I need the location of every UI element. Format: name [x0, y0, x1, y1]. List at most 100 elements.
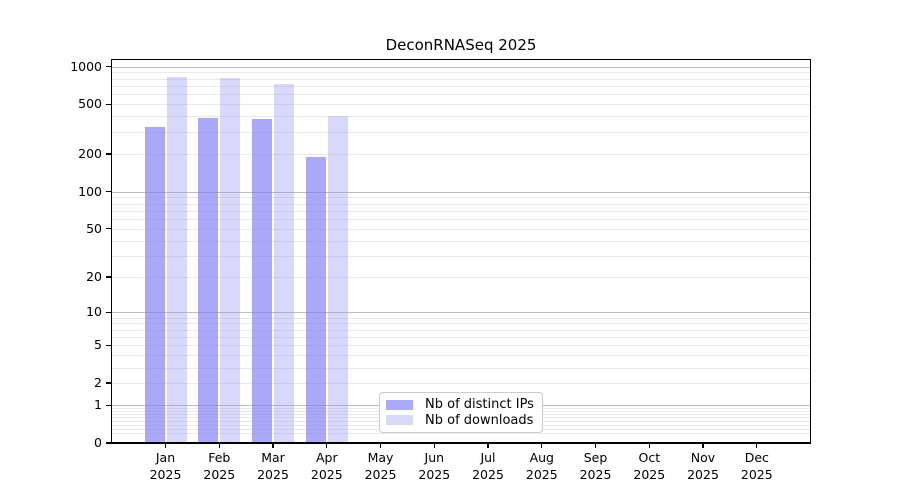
minor-gridline [112, 367, 810, 369]
y-tick-mark [105, 344, 112, 347]
x-tick-label: Jun 2025 [404, 450, 464, 483]
x-tick-year: 2025 [525, 466, 558, 482]
chart-title: DeconRNASeq 2025 [385, 36, 537, 54]
y-tick-label: 50 [86, 220, 102, 236]
bar-downloads [220, 77, 241, 443]
y-tick-label: 10 [86, 304, 102, 320]
x-tick-label: Aug 2025 [512, 450, 572, 483]
x-tick-year: 2025 [687, 466, 719, 482]
x-tick-mark [272, 443, 274, 448]
bar-downloads [166, 77, 187, 443]
x-tick-label: Jan 2025 [136, 450, 196, 483]
y-tick-mark [105, 228, 112, 230]
minor-gridline [112, 228, 810, 230]
major-gridline [112, 66, 810, 68]
minor-gridline [112, 317, 810, 319]
bar-downloads [274, 83, 294, 443]
minor-gridline [112, 154, 810, 155]
x-tick-label: Apr 2025 [297, 450, 357, 483]
x-tick-label: Mar 2025 [243, 450, 303, 483]
x-tick-label: Oct 2025 [619, 450, 679, 483]
minor-gridline [112, 383, 810, 385]
minor-gridline [112, 116, 810, 118]
x-tick-year: 2025 [364, 466, 397, 482]
y-tick-mark [105, 442, 112, 444]
x-tick-year: 2025 [418, 466, 451, 482]
x-tick-mark [433, 443, 435, 448]
major-gridline [112, 191, 810, 193]
x-tick-mark [541, 443, 543, 448]
minor-gridline [112, 240, 810, 242]
x-tick-mark [648, 443, 650, 448]
y-tick-label: 2 [94, 375, 102, 391]
bar-distinct-ips [144, 126, 165, 443]
minor-gridline [112, 345, 810, 347]
minor-gridline [112, 210, 810, 212]
legend-item-distinct-ips: Nb of distinct IPs [386, 397, 536, 412]
y-tick-mark [105, 103, 112, 105]
x-tick-label: Dec 2025 [727, 450, 787, 483]
x-tick-mark [379, 443, 382, 448]
y-tick-label: 500 [78, 96, 102, 112]
x-tick-year: 2025 [203, 466, 236, 482]
y-tick-label: 200 [78, 146, 102, 161]
x-tick-label: Feb 2025 [189, 450, 249, 483]
minor-gridline [112, 203, 810, 205]
legend-swatch-distinct-ips-icon [386, 399, 413, 410]
x-tick-mark [164, 443, 167, 448]
x-tick-year: 2025 [472, 466, 504, 482]
bar-downloads [327, 116, 348, 443]
minor-gridline [112, 78, 810, 80]
plot-area [112, 60, 810, 443]
y-tick-label: 1 [94, 397, 102, 413]
x-tick-label: Sep 2025 [566, 450, 626, 483]
x-tick-year: 2025 [740, 466, 773, 482]
legend: Nb of distinct IPs Nb of downloads [379, 392, 543, 433]
y-tick-mark [105, 382, 112, 384]
x-tick-mark [756, 443, 758, 448]
y-tick-label: 20 [86, 269, 102, 285]
minor-gridline [112, 104, 810, 106]
x-tick-mark [594, 443, 597, 448]
bar-distinct-ips [252, 119, 272, 443]
minor-gridline [112, 337, 810, 338]
legend-swatch-downloads-icon [386, 415, 413, 426]
y-tick-mark [105, 311, 112, 313]
x-tick-mark [487, 443, 489, 448]
legend-label-distinct-ips: Nb of distinct IPs [425, 397, 534, 413]
x-tick-year: 2025 [310, 466, 343, 482]
minor-gridline [112, 72, 810, 74]
y-tick-mark [105, 404, 112, 406]
x-tick-label: Nov 2025 [673, 450, 733, 483]
x-tick-label: Jul 2025 [458, 450, 518, 483]
minor-gridline [112, 355, 810, 357]
minor-gridline [112, 329, 810, 331]
y-tick-mark [105, 276, 112, 278]
x-tick-mark [218, 443, 220, 448]
legend-item-downloads: Nb of downloads [386, 413, 536, 428]
x-tick-year: 2025 [257, 466, 289, 482]
x-tick-year: 2025 [633, 466, 666, 482]
minor-gridline [112, 85, 810, 87]
minor-gridline [112, 94, 810, 96]
x-tick-mark [702, 443, 704, 448]
y-tick-label: 1000 [70, 58, 102, 74]
minor-gridline [112, 255, 810, 257]
minor-gridline [112, 219, 810, 220]
y-tick-mark [105, 153, 112, 155]
bar-distinct-ips [198, 117, 219, 443]
minor-gridline [112, 132, 810, 133]
minor-gridline [112, 433, 810, 435]
y-tick-mark [105, 65, 112, 68]
x-tick-mark [326, 443, 328, 448]
minor-gridline [112, 197, 810, 199]
y-tick-mark [105, 190, 112, 193]
x-tick-year: 2025 [579, 466, 612, 482]
x-tick-label: May 2025 [351, 450, 411, 483]
bar-distinct-ips [305, 156, 326, 443]
minor-gridline [112, 277, 810, 279]
minor-gridline [112, 323, 810, 325]
y-tick-label: 100 [78, 183, 102, 199]
y-tick-label: 0 [94, 435, 102, 450]
